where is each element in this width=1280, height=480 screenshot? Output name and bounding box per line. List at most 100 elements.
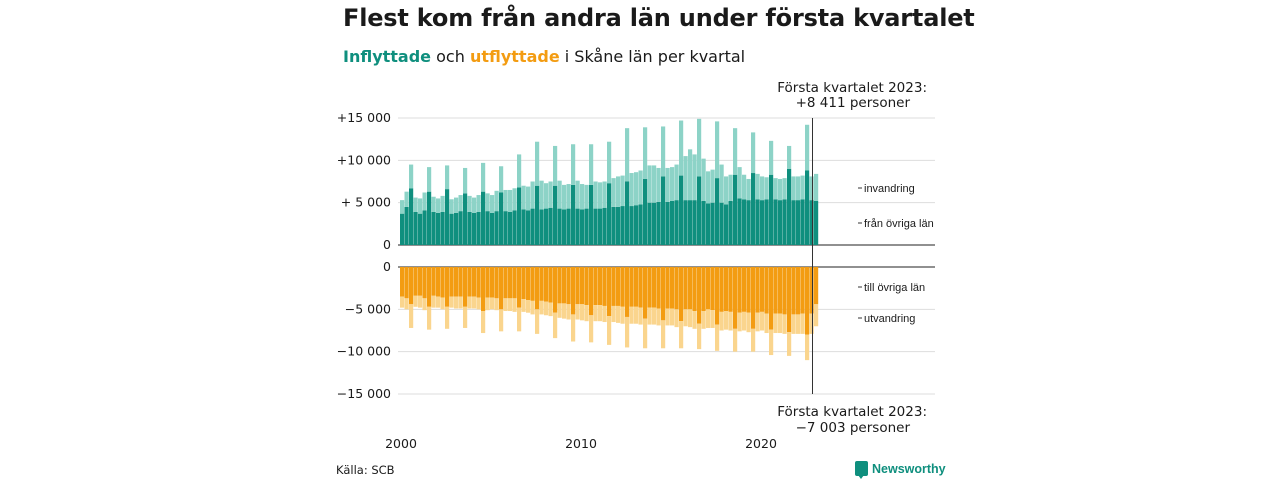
bar-immigration <box>422 192 427 211</box>
bar-immigration <box>656 167 661 202</box>
bar-immigration <box>449 199 454 214</box>
bar-to-other-counties <box>575 267 580 305</box>
bar-to-other-counties <box>692 267 697 312</box>
bar-from-other-counties <box>710 202 715 245</box>
bar-immigration <box>575 180 580 209</box>
bar-emigration <box>656 308 661 326</box>
bar-immigration <box>413 197 418 212</box>
bar-to-other-counties <box>530 267 535 301</box>
bar-immigration <box>769 140 774 175</box>
bar-to-other-counties <box>431 267 436 296</box>
bar-immigration <box>647 165 652 203</box>
bar-to-other-counties <box>611 267 616 306</box>
bar-to-other-counties <box>494 267 499 299</box>
bar-immigration <box>503 189 508 212</box>
bar-from-other-counties <box>764 199 769 245</box>
series-label-to-other-counties: till övriga län <box>864 282 925 294</box>
bar-to-other-counties <box>679 267 684 322</box>
bar-immigration <box>467 195 472 212</box>
bar-from-other-counties <box>535 185 540 245</box>
bar-to-other-counties <box>701 267 706 312</box>
bar-immigration <box>508 189 513 212</box>
y-tick-label-top: +10 000 <box>337 152 391 167</box>
bar-emigration <box>467 296 472 309</box>
bar-from-other-counties <box>679 175 684 245</box>
bar-from-other-counties <box>796 200 801 245</box>
bar-to-other-counties <box>683 267 688 310</box>
bar-to-other-counties <box>445 267 450 307</box>
bar-immigration <box>553 145 558 186</box>
bar-to-other-counties <box>607 267 612 317</box>
bar-emigration <box>463 306 468 328</box>
bar-to-other-counties <box>503 267 508 299</box>
bar-immigration <box>458 195 463 212</box>
annotation-bottom-line1: Första kvartalet 2023: <box>777 404 927 420</box>
bar-to-other-counties <box>791 267 796 315</box>
bar-to-other-counties <box>539 267 544 301</box>
bar-from-other-counties <box>715 178 720 245</box>
bar-from-other-counties <box>620 206 625 245</box>
chart-subtitle: Inflyttade och utflyttade i Skåne län pe… <box>343 47 745 66</box>
bar-emigration <box>634 306 639 324</box>
bar-immigration <box>778 178 783 201</box>
bar-immigration <box>476 195 481 212</box>
bar-from-other-counties <box>494 211 499 245</box>
bar-from-other-counties <box>431 211 436 245</box>
bar-emigration <box>557 303 562 318</box>
bar-from-other-counties <box>670 200 675 245</box>
bar-immigration <box>472 197 477 213</box>
bar-immigration <box>760 176 765 201</box>
bar-to-other-counties <box>418 267 423 296</box>
bar-to-other-counties <box>647 267 652 308</box>
bar-immigration <box>670 167 675 201</box>
bar-emigration <box>787 332 792 356</box>
bar-immigration <box>638 170 643 205</box>
bar-emigration <box>575 304 580 320</box>
bar-immigration <box>629 173 634 207</box>
bar-immigration <box>746 178 751 201</box>
bar-emigration <box>445 306 450 329</box>
bar-to-other-counties <box>517 267 522 308</box>
bar-emigration <box>665 308 670 326</box>
bar-to-other-counties <box>422 267 427 299</box>
y-tick-label-top: +15 000 <box>337 110 391 125</box>
y-tick-label-bottom: −15 000 <box>337 386 391 401</box>
bar-from-other-counties <box>562 209 567 245</box>
bar-to-other-counties <box>773 267 778 314</box>
bar-immigration <box>796 176 801 201</box>
bar-emigration <box>733 328 738 352</box>
bar-from-other-counties <box>728 200 733 245</box>
bar-immigration <box>742 174 747 200</box>
bar-immigration <box>661 126 666 177</box>
bar-to-other-counties <box>656 267 661 309</box>
bar-to-other-counties <box>670 267 675 309</box>
newsworthy-logo-text: Newsworthy <box>872 461 946 476</box>
bar-to-other-counties <box>476 267 481 298</box>
bar-emigration <box>814 304 819 327</box>
bar-from-other-counties <box>611 206 616 245</box>
bar-emigration <box>805 334 810 361</box>
bar-emigration <box>796 314 801 334</box>
bar-to-other-counties <box>449 267 454 297</box>
bar-to-other-counties <box>598 267 603 306</box>
bar-from-other-counties <box>791 200 796 245</box>
annotation-top-line1: Första kvartalet 2023: <box>777 80 927 96</box>
bar-emigration <box>593 305 598 322</box>
bar-immigration <box>737 167 742 199</box>
subtitle-utflyttade: utflyttade <box>469 47 560 66</box>
bar-to-other-counties <box>499 267 504 310</box>
bar-to-other-counties <box>620 267 625 307</box>
bar-immigration <box>665 167 670 202</box>
source-label: Källa: SCB <box>336 463 395 477</box>
bar-to-other-counties <box>746 267 751 313</box>
bar-from-other-counties <box>643 178 648 245</box>
bar-emigration <box>562 303 567 319</box>
bar-from-other-counties <box>683 200 688 245</box>
bar-emigration <box>530 300 535 315</box>
bar-to-other-counties <box>638 267 643 308</box>
bar-from-other-counties <box>724 204 729 245</box>
bar-immigration <box>548 181 553 208</box>
bar-immigration <box>485 193 490 212</box>
bar-to-other-counties <box>436 267 441 297</box>
bar-from-other-counties <box>553 185 558 245</box>
